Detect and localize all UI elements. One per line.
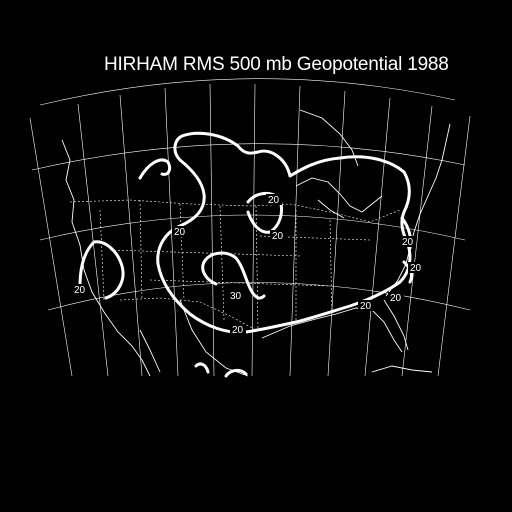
longitude-line bbox=[29, 117, 73, 377]
contours bbox=[78, 131, 414, 378]
latitude-line bbox=[31, 143, 466, 171]
longitude-line bbox=[327, 90, 346, 377]
coastlines bbox=[61, 109, 451, 377]
contour-label: 20 bbox=[272, 231, 284, 242]
contour-20-main bbox=[156, 131, 412, 334]
contour-label: 20 bbox=[74, 285, 86, 296]
state-lines bbox=[99, 199, 371, 331]
west-coast bbox=[61, 139, 151, 377]
contour-label: 20 bbox=[390, 293, 402, 304]
us-canada-border bbox=[69, 199, 401, 223]
longitude-line bbox=[364, 97, 391, 377]
longitude-line bbox=[77, 103, 109, 377]
contour-20-interior bbox=[246, 192, 284, 234]
borders bbox=[69, 199, 401, 331]
gulf-coast bbox=[261, 307, 403, 353]
great-lakes bbox=[295, 177, 383, 219]
longitude-line bbox=[437, 115, 471, 377]
longitude-line bbox=[251, 83, 256, 377]
contour-label: 20 bbox=[268, 195, 280, 206]
florida-coast bbox=[383, 299, 409, 351]
longitude-line bbox=[401, 105, 433, 377]
contour-label: 20 bbox=[360, 301, 372, 312]
us-mexico-border bbox=[119, 297, 257, 331]
longitude-line bbox=[209, 83, 215, 377]
contour-label: 20 bbox=[402, 237, 414, 248]
contour-label: 30 bbox=[230, 291, 242, 302]
east-coast bbox=[385, 123, 451, 297]
contour-label: 20 bbox=[174, 227, 186, 238]
contour-20-south-fragment bbox=[194, 362, 248, 378]
contour-30 bbox=[201, 251, 266, 300]
longitude-line bbox=[289, 85, 301, 377]
contour-label: 20 bbox=[410, 263, 422, 274]
caribbean-islands bbox=[371, 365, 433, 373]
latitude-line bbox=[39, 78, 456, 106]
map-title: HIRHAM RMS 500 mb Geopotential 1988 bbox=[104, 54, 449, 75]
contour-label: 20 bbox=[232, 325, 244, 336]
baja-coast bbox=[139, 329, 161, 373]
longitude-line bbox=[119, 94, 143, 377]
contour-20-west-loop bbox=[138, 158, 172, 180]
contour-20-pacific bbox=[78, 240, 125, 300]
contour-labels: 20 20 20 30 20 20 20 20 20 20 bbox=[72, 194, 424, 336]
